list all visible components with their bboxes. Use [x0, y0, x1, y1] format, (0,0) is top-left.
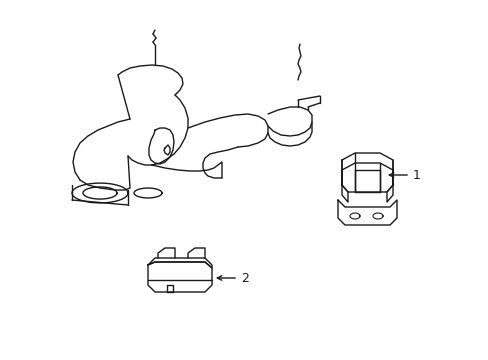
Text: 2: 2 [241, 271, 248, 284]
Text: 1: 1 [412, 168, 420, 181]
